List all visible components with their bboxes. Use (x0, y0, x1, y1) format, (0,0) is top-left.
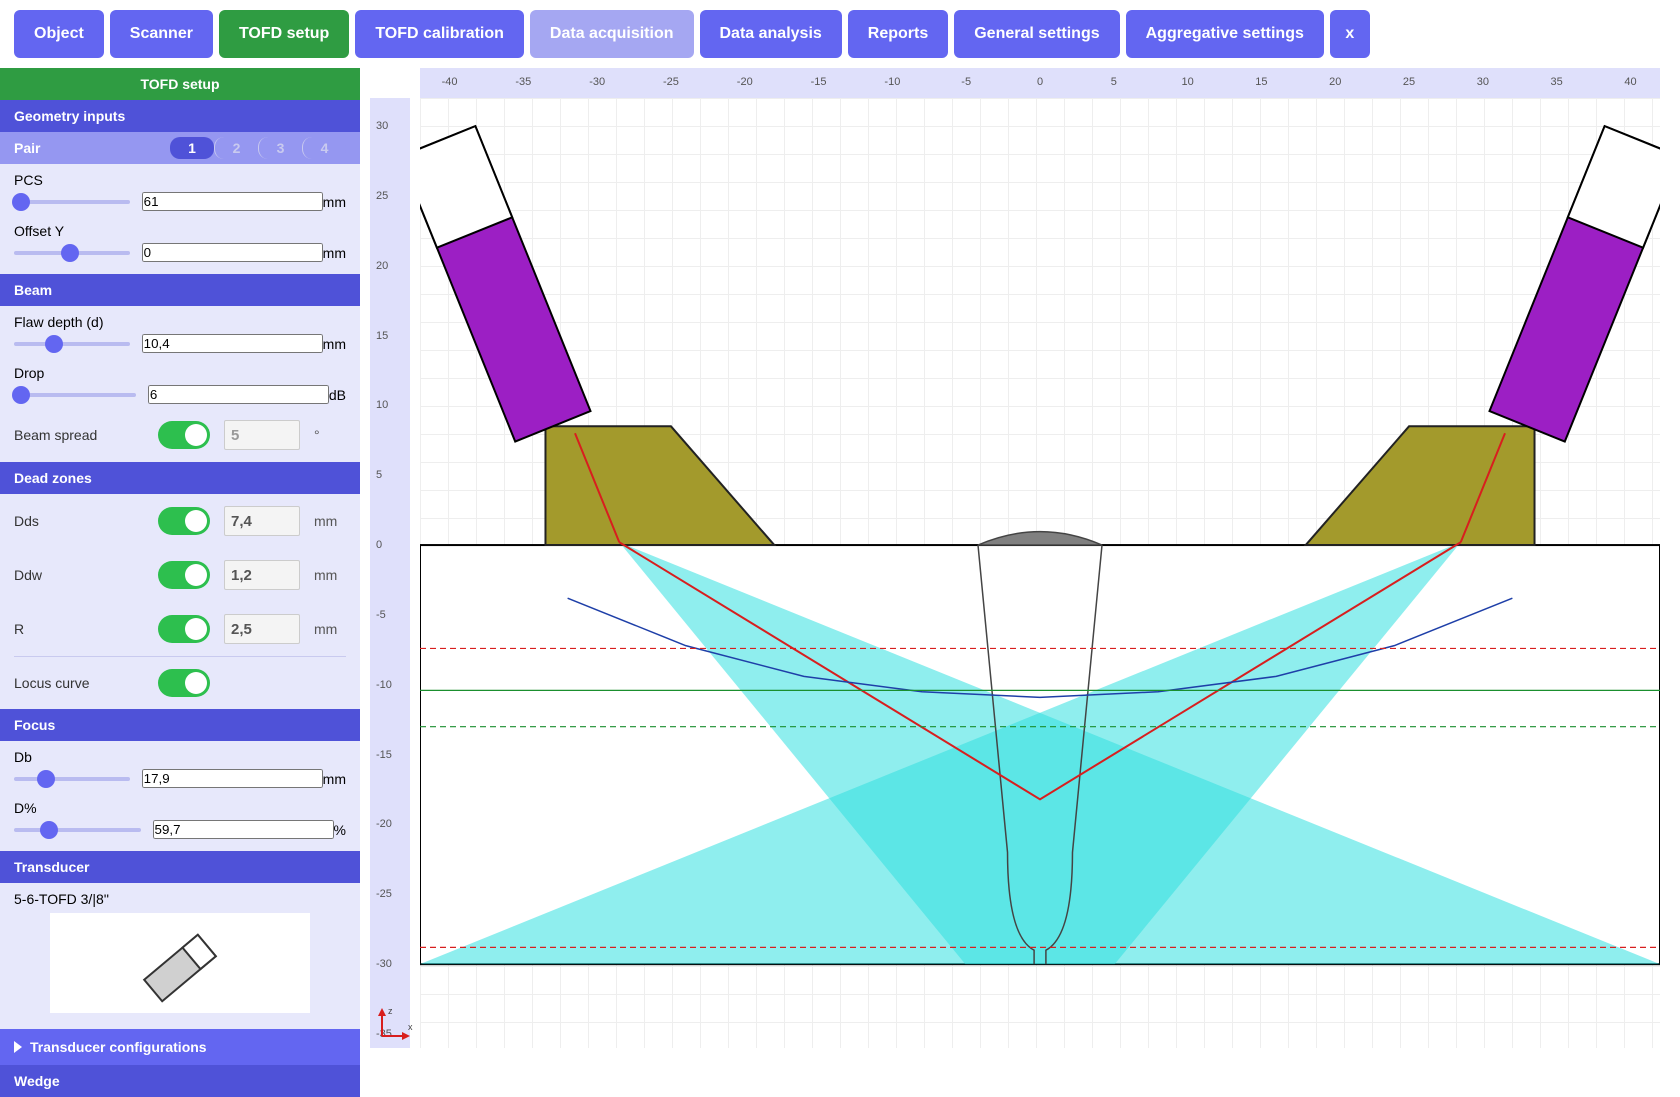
beam-spread-label: Beam spread (14, 427, 144, 443)
row-drop: Drop dB (0, 357, 360, 408)
pcs-label: PCS (14, 172, 346, 188)
pair-tab-2[interactable]: 2 (214, 137, 258, 159)
nav-tofd-setup-button[interactable]: TOFD setup (219, 10, 349, 58)
row-flaw-depth: Flaw depth (d) mm (0, 306, 360, 357)
nav-data-acquisition-button: Data acquisition (530, 10, 694, 58)
top-nav: Object Scanner TOFD setup TOFD calibrati… (0, 0, 1680, 68)
row-r: R mm (0, 602, 360, 656)
drop-unit: dB (329, 387, 346, 403)
beam-spread-toggle[interactable] (158, 421, 210, 449)
r-label: R (14, 621, 144, 637)
pcs-unit: mm (323, 194, 346, 210)
beam-spread-input (224, 420, 300, 450)
row-pcs: PCS mm (0, 164, 360, 215)
nav-reports-button[interactable]: Reports (848, 10, 948, 58)
transducer-model: 5-6-TOFD 3/|8'' (14, 891, 346, 907)
nav-tofd-calibration-button[interactable]: TOFD calibration (355, 10, 524, 58)
dpct-input[interactable] (153, 820, 334, 839)
ddw-toggle[interactable] (158, 561, 210, 589)
svg-text:x: x (408, 1022, 413, 1032)
nav-aggregative-settings-button[interactable]: Aggregative settings (1126, 10, 1324, 58)
r-unit: mm (314, 621, 344, 637)
section-wedge-header[interactable]: Wedge (0, 1065, 360, 1097)
locus-toggle[interactable] (158, 669, 210, 697)
nav-object-button[interactable]: Object (14, 10, 104, 58)
offset-y-label: Offset Y (14, 223, 346, 239)
row-dds: Dds mm (0, 494, 360, 548)
row-ddw: Ddw mm (0, 548, 360, 602)
flaw-depth-slider[interactable] (14, 342, 130, 346)
plot-area[interactable] (420, 98, 1660, 1048)
pair-selector-row: Pair 1 2 3 4 (0, 132, 360, 164)
db-input[interactable] (142, 769, 323, 788)
dds-unit: mm (314, 513, 344, 529)
row-dpct: D% % (0, 792, 360, 851)
dds-toggle[interactable] (158, 507, 210, 535)
nav-scanner-button[interactable]: Scanner (110, 10, 213, 58)
db-unit: mm (323, 771, 346, 787)
transducer-config-label: Transducer configurations (30, 1039, 207, 1055)
ddw-unit: mm (314, 567, 344, 583)
axis-widget-icon: x z (374, 1004, 414, 1044)
db-slider[interactable] (14, 777, 130, 781)
pcs-slider[interactable] (14, 200, 130, 204)
nav-general-settings-button[interactable]: General settings (954, 10, 1119, 58)
locus-label: Locus curve (14, 675, 144, 691)
svg-text:z: z (388, 1006, 393, 1016)
transducer-preview (50, 913, 310, 1013)
dpct-unit: % (334, 822, 346, 838)
dpct-slider[interactable] (14, 828, 141, 832)
drop-label: Drop (14, 365, 346, 381)
pair-tab-1[interactable]: 1 (170, 137, 214, 159)
offset-y-slider[interactable] (14, 251, 130, 255)
pair-tab-3[interactable]: 3 (258, 137, 302, 159)
ddw-input (224, 560, 300, 590)
offset-y-input[interactable] (142, 243, 323, 262)
row-locus: Locus curve (0, 657, 360, 709)
section-dead-zones-header: Dead zones (0, 462, 360, 494)
row-beam-spread: Beam spread ° (0, 408, 360, 462)
r-input (224, 614, 300, 644)
db-label: Db (14, 749, 346, 765)
pair-label: Pair (14, 140, 40, 156)
flaw-depth-input[interactable] (142, 334, 323, 353)
transducer-box: 5-6-TOFD 3/|8'' (0, 883, 360, 1029)
ruler-y: 302520151050-5-10-15-20-25-30-35 (370, 98, 410, 1048)
drop-input[interactable] (148, 385, 329, 404)
dds-input (224, 506, 300, 536)
nav-data-analysis-button[interactable]: Data analysis (700, 10, 842, 58)
chevron-right-icon (14, 1041, 22, 1053)
r-toggle[interactable] (158, 615, 210, 643)
section-focus-header: Focus (0, 709, 360, 741)
row-db: Db mm (0, 741, 360, 792)
nav-close-button[interactable]: x (1330, 10, 1370, 58)
tofd-diagram (420, 98, 1660, 1048)
row-offset-y: Offset Y mm (0, 215, 360, 274)
ddw-label: Ddw (14, 567, 144, 583)
ruler-x: -40-35-30-25-20-15-10-50510152025303540 (420, 68, 1660, 98)
drop-slider[interactable] (14, 393, 136, 397)
sidebar-title: TOFD setup (0, 68, 360, 100)
section-geometry-header: Geometry inputs (0, 100, 360, 132)
flaw-depth-unit: mm (323, 336, 346, 352)
dds-label: Dds (14, 513, 144, 529)
expand-transducer-config[interactable]: Transducer configurations (0, 1029, 360, 1065)
beam-spread-unit: ° (314, 427, 344, 443)
flaw-depth-label: Flaw depth (d) (14, 314, 346, 330)
dpct-label: D% (14, 800, 346, 816)
section-beam-header: Beam (0, 274, 360, 306)
offset-y-unit: mm (323, 245, 346, 261)
pair-tab-4[interactable]: 4 (302, 137, 346, 159)
sidebar-panel: TOFD setup Geometry inputs Pair 1 2 3 4 … (0, 68, 360, 1048)
pcs-input[interactable] (142, 192, 323, 211)
visualization-panel: -40-35-30-25-20-15-10-50510152025303540 … (370, 68, 1660, 1048)
section-transducer-header: Transducer (0, 851, 360, 883)
